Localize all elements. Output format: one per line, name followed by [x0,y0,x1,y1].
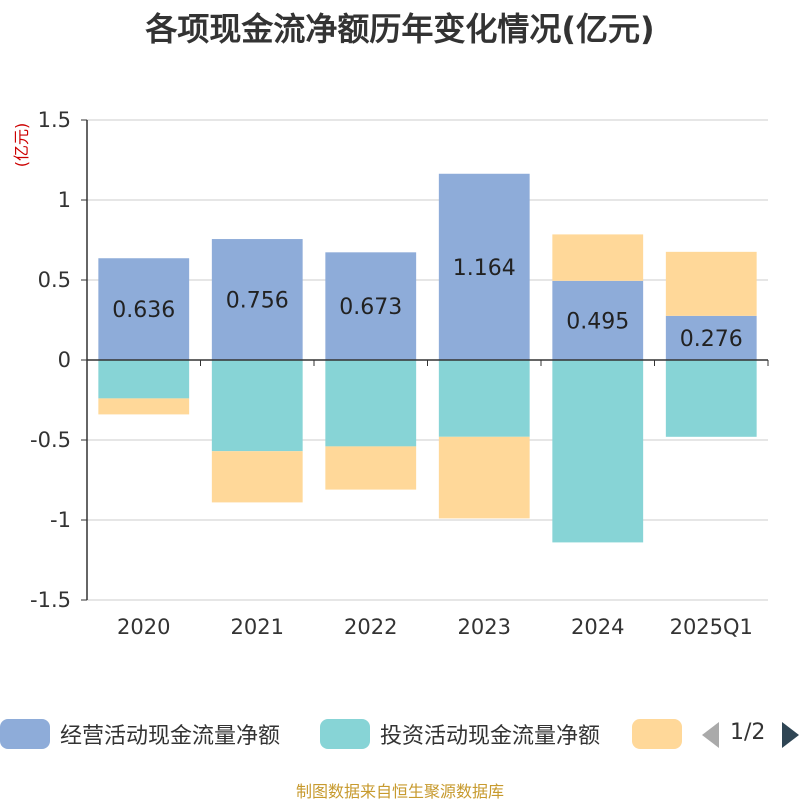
pager-page-indicator: 1/2 [730,720,766,745]
bar-operating-2021 [211,239,303,360]
y-tick-label: -1 [50,508,71,532]
pager-next-icon[interactable] [782,722,799,748]
x-tick-label: 2022 [344,615,397,639]
x-tick-label: 2025Q1 [670,615,753,639]
legend-label-investing: 投资活动现金流量净额 [380,724,601,749]
legend-label-operating: 经营活动现金流量净额 [60,724,281,749]
x-tick-label: 2020 [117,615,170,639]
data-label-2025Q1: 0.276 [680,327,743,352]
bar-operating-2023 [438,173,530,360]
bars-layer [98,173,757,543]
axis-layer: -1.5 -1 -0.5 0 0.5 1 1.5 (亿元) 2020 2021 2022 2023 20… [12,108,769,639]
data-label-2023: 1.164 [453,256,516,281]
bar-operating-2024 [552,280,644,360]
y-tick-label: 1.5 [38,108,71,132]
data-label-2020: 0.636 [112,298,175,323]
x-tick-label: 2023 [458,615,511,639]
y-tick-label: -1.5 [30,588,71,612]
legend-swatch-financing [632,719,682,749]
chart-title: 各项现金流净额历年变化情况(亿元) [145,10,655,48]
legend-item-investing[interactable]: 投资活动现金流量净额 [320,716,600,752]
labels-layer: 0.636 0.756 0.673 1.164 0.495 0.276 [112,256,742,352]
bar-operating-2022 [325,252,417,360]
bar-investing-2021 [211,360,303,452]
x-tick-label: 2021 [231,615,284,639]
legend-swatch-investing [320,719,370,749]
bar-financing-2020 [98,398,190,415]
bar-financing-2024 [552,234,644,281]
bar-financing-2023 [438,436,530,519]
source-note: 制图数据来自恒生聚源数据库 [295,782,504,801]
legend-item-financing[interactable] [632,716,682,752]
bar-financing-2022 [325,446,417,490]
pager-prev-icon[interactable] [702,722,719,748]
legend-swatch-operating [0,719,50,749]
legend-item-operating[interactable]: 经营活动现金流量净额 [0,716,280,752]
data-label-2024: 0.495 [566,309,629,334]
y-tick-label: 0 [58,348,71,372]
y-tick-label: -0.5 [30,428,71,452]
bar-financing-2025Q1 [665,251,757,316]
y-tick-label: 1 [58,188,71,212]
bar-investing-2024 [552,360,644,543]
bar-investing-2023 [438,360,530,437]
legend: 经营活动现金流量净额 投资活动现金流量净额 [0,716,800,756]
legend-pager: 1/2 [700,718,800,752]
y-axis-label: (亿元) [12,123,31,168]
bar-investing-2022 [325,360,417,447]
bar-operating-2020 [98,258,190,360]
data-label-2021: 0.756 [226,289,289,314]
bar-operating-2025Q1 [665,315,757,360]
bar-financing-2021 [211,451,303,503]
data-label-2022: 0.673 [339,295,402,320]
bar-investing-2020 [98,360,190,399]
y-tick-label: 0.5 [38,268,71,292]
chart-canvas: -1.5 -1 -0.5 0 0.5 1 1.5 (亿元) 2020 2021 2022 2023 20… [12,108,769,639]
x-tick-label: 2024 [571,615,624,639]
bar-investing-2025Q1 [665,360,757,437]
